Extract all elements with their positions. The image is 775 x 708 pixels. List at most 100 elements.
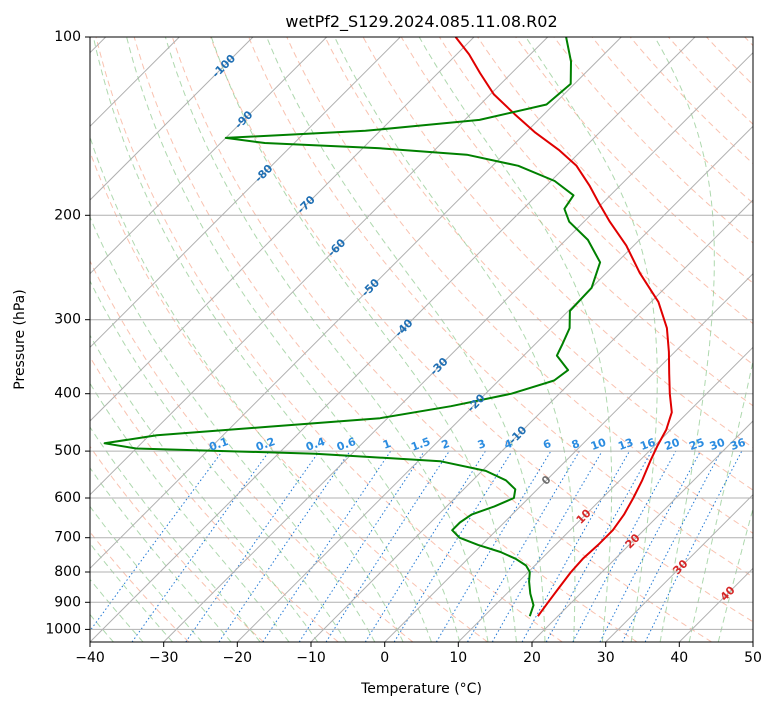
x-tick-label: −10 bbox=[296, 650, 326, 666]
x-tick-label: 50 bbox=[744, 650, 762, 666]
moist-adiabat bbox=[210, 37, 517, 642]
isotherm-gridline bbox=[457, 346, 753, 642]
moist-adiabat bbox=[90, 467, 232, 642]
chart-title: wetPf2_S129.2024.085.11.08.R02 bbox=[285, 12, 557, 32]
dry-adiabat bbox=[324, 37, 753, 491]
line-labels: -100-90-80-70-60-50-40-30-20-100.1 0.2 0.4… bbox=[207, 52, 747, 604]
x-tick-label: 40 bbox=[670, 650, 688, 666]
dry-adiabat bbox=[95, 37, 563, 642]
x-tick-label: 20 bbox=[523, 650, 541, 666]
mixing-ratio-line bbox=[325, 450, 450, 642]
moist-adiabat bbox=[164, 37, 489, 642]
mixing-ratio-label: 6 bbox=[541, 437, 553, 452]
isotherm-gridline bbox=[236, 125, 753, 642]
y-tick-label: 1000 bbox=[45, 621, 81, 637]
x-axis-label: Temperature (°C) bbox=[360, 681, 482, 697]
isotherm-gridline bbox=[90, 37, 622, 570]
y-tick-label: 200 bbox=[54, 207, 81, 223]
dry-adiabat bbox=[90, 259, 414, 642]
moist-adiabat bbox=[126, 37, 461, 642]
mixing-ratio-label: 13 bbox=[616, 436, 635, 453]
isotherm-gridline bbox=[90, 37, 475, 422]
y-tick-label: 500 bbox=[54, 443, 81, 459]
y-tick-label: 800 bbox=[54, 564, 81, 580]
moist-adiabat bbox=[688, 358, 753, 642]
x-axis-ticks: −40 −30 −20 −10 0 10 20 30 40 50 bbox=[75, 642, 762, 666]
moist-adiabat bbox=[90, 382, 290, 642]
moist-adiabat bbox=[266, 37, 546, 642]
isotherm-gridline bbox=[90, 37, 401, 349]
moist-adiabat bbox=[90, 542, 173, 642]
dry-adiabat bbox=[515, 37, 753, 284]
x-tick-label: 10 bbox=[449, 650, 467, 666]
y-tick-label: 400 bbox=[54, 386, 81, 402]
sounding-series bbox=[103, 37, 673, 617]
mixing-ratio-label: 8 bbox=[570, 437, 582, 452]
moist-adiabat bbox=[90, 215, 376, 642]
dewpoint-profile bbox=[103, 37, 602, 617]
mixing-ratio-line bbox=[545, 450, 653, 642]
isotherm-gridline bbox=[90, 37, 549, 496]
y-axis-ticks: 100 200 300 400 500 600 700 800 900 1000 bbox=[45, 29, 90, 637]
isobar-grid bbox=[90, 37, 753, 630]
mixing-ratio-line bbox=[521, 450, 630, 642]
isotherm-gridline bbox=[605, 493, 753, 642]
isotherm-gridline bbox=[531, 420, 753, 642]
mixing-ratio-label: 2 bbox=[440, 437, 452, 452]
mixing-ratio-label: 30 bbox=[708, 436, 727, 454]
moist-adiabat bbox=[525, 37, 658, 642]
moist-adiabat bbox=[90, 505, 203, 642]
mixing-ratio-line bbox=[393, 450, 513, 642]
moist-adiabat bbox=[90, 334, 319, 642]
mixing-ratio-line bbox=[90, 450, 223, 632]
moist-adiabat bbox=[418, 37, 613, 642]
x-tick-label: −30 bbox=[149, 650, 179, 666]
mixing-ratio-label: 0.6 bbox=[335, 435, 358, 454]
x-tick-label: 30 bbox=[597, 650, 615, 666]
isotherm-gridline bbox=[310, 199, 753, 642]
moist-adiabat bbox=[90, 578, 144, 642]
isotherm-gridline bbox=[384, 272, 753, 642]
isotherm-gridline bbox=[90, 37, 696, 642]
dry-adiabat bbox=[171, 37, 712, 642]
y-tick-label: 100 bbox=[54, 29, 81, 45]
x-tick-label: −40 bbox=[75, 650, 105, 666]
mixing-ratio-label: 25 bbox=[687, 436, 706, 453]
moist-adiabat bbox=[334, 37, 576, 642]
plot-frame bbox=[89, 36, 754, 643]
reference-lines bbox=[90, 37, 753, 642]
mixing-ratio-label: 10 bbox=[589, 436, 608, 454]
moist-adiabat bbox=[654, 37, 715, 642]
mixing-ratio-label: 1.5 bbox=[409, 435, 432, 454]
y-tick-label: 300 bbox=[54, 312, 81, 328]
mixing-ratio-label: 0.1 bbox=[207, 435, 230, 454]
moist-adiabat bbox=[90, 426, 261, 642]
dry-adiabat bbox=[286, 37, 753, 534]
mixing-ratio-label: 4 bbox=[502, 437, 514, 452]
mixing-ratio-line bbox=[262, 450, 392, 642]
mixing-ratio-label: 0.4 bbox=[304, 435, 327, 454]
mixing-ratio-label: 1 bbox=[381, 437, 393, 452]
mixing-ratio-line bbox=[572, 450, 677, 642]
moist-adiabat bbox=[90, 135, 404, 642]
mixing-ratio-line bbox=[218, 450, 351, 642]
mixing-ratio-label: 20 bbox=[663, 436, 682, 454]
mixing-ratio-line bbox=[644, 450, 743, 642]
mixing-ratio-label: 16 bbox=[638, 436, 657, 454]
plot-background bbox=[90, 37, 753, 642]
mixing-ratio-label: 0.2 bbox=[254, 435, 277, 454]
plot-area: -100-90-80-70-60-50-40-30-20-100.1 0.2 0.4… bbox=[89, 36, 754, 643]
y-tick-label: 700 bbox=[54, 530, 81, 546]
mixing-ratio-label: 3 bbox=[476, 437, 488, 452]
x-tick-label: 0 bbox=[380, 650, 389, 666]
temperature-profile bbox=[454, 37, 673, 617]
y-tick-label: 600 bbox=[54, 490, 81, 506]
y-tick-label: 900 bbox=[54, 594, 81, 610]
x-tick-label: −20 bbox=[223, 650, 253, 666]
dry-adiabat bbox=[248, 37, 753, 578]
mixing-ratio-line bbox=[298, 450, 425, 642]
isotherm-gridline bbox=[90, 37, 254, 201]
isotherm-gridline bbox=[163, 51, 753, 642]
dry-adiabat bbox=[90, 445, 264, 642]
